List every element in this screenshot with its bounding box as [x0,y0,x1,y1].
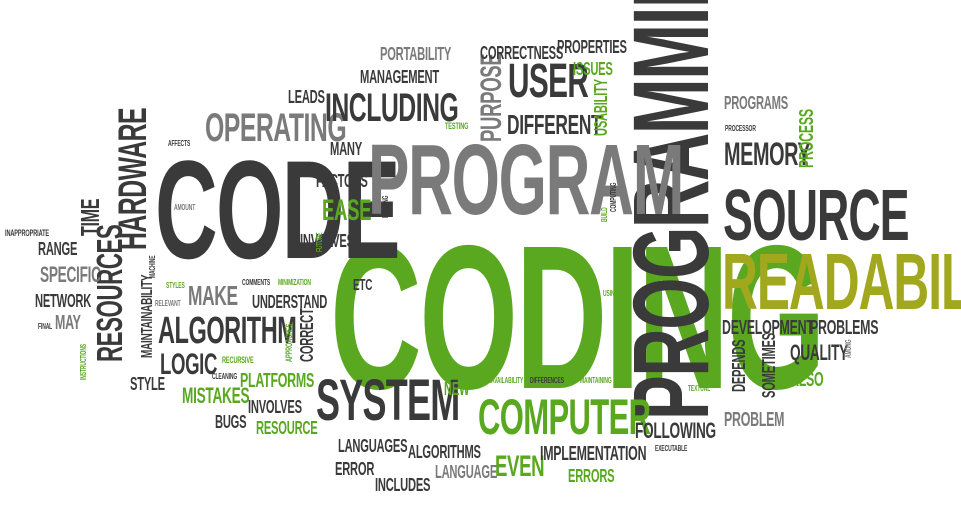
word-machine: MACHINE [148,255,157,278]
word-platforms: PLATFORMS [240,370,315,392]
word-style: STYLE [130,374,165,394]
word-network: NETWORK [35,291,92,311]
word-error: ERROR [335,459,375,479]
word-make: MAKE [188,280,238,311]
word-quality: QUALITY [790,340,848,365]
word-comments: COMMENTS [242,278,271,287]
word-relevant: RELEVANT [155,299,181,308]
word-user: USER [508,55,589,108]
word-following: FOLLOWING [635,418,716,443]
word-mistakes: MISTAKES [182,383,250,408]
word-portability: PORTABILITY [380,44,452,64]
word-understand: UNDERSTAND [252,292,328,312]
word-program: PROGRAM [368,124,684,236]
word-issues: ISSUES [573,59,613,79]
word-languages: LANGUAGES [338,436,408,456]
word-specific: SPECIFIC [40,262,101,287]
word-different: DIFFERENT [507,109,602,140]
word-instructions: INSTRUCTIONS [79,343,88,380]
word-new: NEW [444,379,470,399]
word-using: USING [603,289,619,298]
word-inappropriate: INAPPROPRIATE [5,228,50,238]
word-algorithm: ALGORITHM [158,310,297,352]
word-involves: INVOLVES [248,397,302,417]
word-algorithms: ALGORITHMS [408,442,481,462]
word-build: BUILD [600,207,609,222]
word-operating: OPERATING [205,106,347,150]
word-etc: ETC [353,277,373,294]
word-correctness: CORRECTNESS [480,43,564,63]
word-unavailability: UNAVAILABILITY [484,376,524,385]
word-system: SYSTEM [316,368,460,433]
word-readability: READABILITY [722,237,961,326]
word-programs: PROGRAMS [724,93,788,113]
word-among: AMONG [844,339,853,358]
word-existing: EXISTING [381,195,390,218]
word-correct: CORRECT [297,308,317,362]
word-many: MANY [330,139,362,159]
word-resources: RESOURCES [89,224,130,362]
word-source: SOURCE [723,176,910,256]
word-amount: AMOUNT [174,203,196,212]
word-computer: COMPUTER [478,389,651,445]
word-development: DEVELOPMENT [722,317,814,339]
word-involves-top: INVOLVES [300,231,354,251]
word-including: INCLUDING [325,86,459,130]
word-management: MANAGEMENT [360,67,439,87]
word-processor: PROCESSOR [725,124,756,133]
word-leads: LEADS [288,87,325,107]
word-range: RANGE [38,239,78,259]
word-recursive: RECURSIVE [222,355,254,365]
word-usability: USABILITY [591,79,611,136]
word-purpose: PURPOSE [475,53,508,142]
word-computing: COMPUTING [609,182,618,212]
word-differences: DIFFERENCES [530,376,564,385]
word-logic: LOGIC [160,348,218,381]
word-includes: INCLUDES [375,475,431,495]
word-problem: PROBLEM [724,409,785,431]
word-testing: TESTING [445,121,469,131]
word-sometimes: SOMETIMES [759,333,779,398]
word-ease: EASE [322,194,372,227]
word-language: LANGUAGE [435,462,498,482]
word-properties: PROPERTIES [557,37,627,57]
word-memory: MEMORY [724,136,811,172]
word-implementation: IMPLEMENTATION [540,443,647,465]
word-minimization: MINIMIZATION [278,278,311,287]
word-factors: FACTORS [316,171,368,191]
word-time: TIME [75,198,105,236]
word-errors: ERRORS [568,466,615,486]
word-depends: DEPENDS [729,339,749,392]
word-final: FINAL [38,322,53,331]
word-affects: AFFECTS [168,139,191,148]
word-maintainability: MAINTAINABILITY [139,274,156,358]
word-process: PROCESS [796,109,818,168]
word-maintaining: MAINTAINING [580,376,612,385]
word-code: CODE [155,131,401,288]
word-bugs: BUGS [215,412,247,432]
word-cleaning: CLEANING [212,372,238,381]
word-also: ALSO [790,369,824,391]
word-approaches: APPROACHES [284,323,294,362]
word-executable: EXECUTABLE [655,444,688,453]
word-coding: CODING [330,203,826,432]
word-even: EVEN [495,450,545,483]
word-problems: PROBLEMS [810,317,879,339]
word-textual: TEXTUAL [688,384,711,393]
word-resource: RESOURCE [256,418,318,438]
word-may: MAY [55,312,81,334]
word-future: FUTURE [315,232,324,252]
word-styles: STYLES [166,281,185,290]
